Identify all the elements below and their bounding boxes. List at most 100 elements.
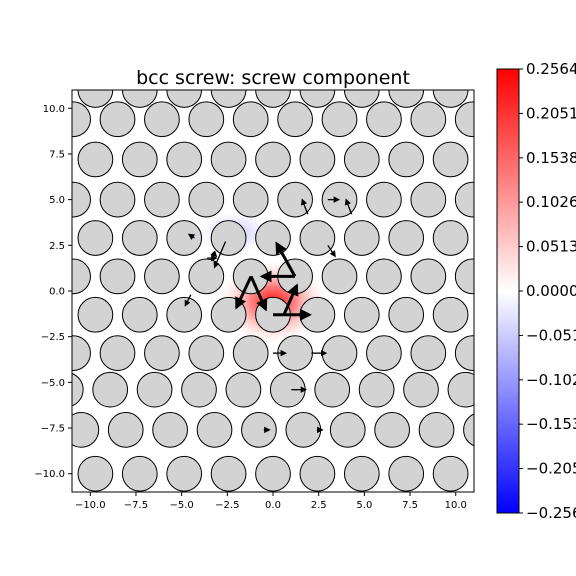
- atom-marker: [166, 455, 203, 492]
- atom-marker: [92, 371, 129, 408]
- atom-marker: [463, 413, 474, 447]
- atom-marker: [432, 141, 469, 178]
- x-tick-label: −7.5: [124, 500, 148, 511]
- atom-marker: [366, 181, 402, 218]
- atom-marker: [225, 371, 262, 408]
- atom-marker: [72, 372, 84, 407]
- chart-title: bcc screw: screw component: [136, 67, 410, 89]
- atom-marker: [77, 455, 114, 492]
- x-tick-label: −5.0: [169, 500, 193, 511]
- displacement-arrow: [187, 233, 196, 240]
- atom-marker: [188, 335, 225, 371]
- colorbar-tick-label: −0.1538: [526, 415, 576, 433]
- atom-marker: [166, 220, 203, 256]
- atom-marker: [410, 101, 447, 138]
- displacement-arrow: [213, 241, 227, 269]
- atom-marker: [410, 335, 447, 371]
- atom-marker: [99, 335, 136, 371]
- x-tick-label: 2.5: [311, 500, 327, 511]
- atom-marker: [232, 181, 269, 218]
- atom-marker: [343, 141, 380, 178]
- atom-marker: [388, 220, 425, 256]
- atom-marker: [388, 141, 425, 178]
- atom-marker: [403, 371, 439, 408]
- atom-marker: [34, 297, 69, 332]
- atom-marker: [188, 101, 225, 138]
- atom-marker: [77, 141, 114, 178]
- atom-marker: [77, 296, 114, 333]
- atom-marker: [343, 455, 380, 492]
- x-tick-label: 10.0: [445, 500, 467, 511]
- atom-marker: [210, 455, 247, 492]
- atom-marker: [166, 90, 203, 108]
- atom-marker: [99, 181, 136, 218]
- atom-marker: [72, 335, 91, 371]
- atom-marker: [99, 258, 136, 295]
- x-tick-label: 7.5: [402, 500, 418, 511]
- colorbar-tick-label: −0.0513: [526, 326, 576, 344]
- atom-marker: [432, 455, 469, 492]
- atom-marker: [77, 90, 114, 108]
- atom-marker: [99, 101, 136, 138]
- colorbar-tick-label: −0.1026: [526, 371, 576, 389]
- atom-marker: [388, 90, 425, 108]
- atom-marker: [232, 335, 269, 371]
- atom-marker: [366, 101, 402, 138]
- atom-marker: [107, 412, 144, 448]
- atom-marker: [210, 220, 247, 256]
- atom-marker: [136, 371, 173, 408]
- atom-marker: [166, 141, 203, 178]
- atom-marker: [454, 335, 474, 371]
- atom-marker: [454, 258, 474, 295]
- x-tick-label: −2.5: [215, 500, 239, 511]
- atom-marker: [447, 371, 474, 408]
- y-tick-label: 10.0: [43, 104, 65, 115]
- displacement-arrow: [282, 283, 299, 316]
- atom-marker: [343, 90, 380, 108]
- displacement-arrow: [301, 198, 309, 215]
- displacement-arrow: [184, 294, 192, 307]
- displacement-arrow: [249, 275, 268, 312]
- y-tick-label: 5.0: [49, 195, 65, 206]
- atom-marker: [329, 412, 366, 448]
- atom-marker: [72, 101, 91, 138]
- displacement-arrow: [344, 198, 353, 215]
- y-axis: −10.0 −7.5 −5.0 −2.5 0.0 2.5 5.0 7.5 10.0: [34, 104, 72, 480]
- atom-marker: [144, 258, 180, 295]
- atom-marker: [432, 220, 469, 256]
- atom-marker: [321, 335, 358, 371]
- y-tick-label: 2.5: [49, 241, 65, 252]
- atom-marker: [343, 220, 380, 256]
- x-tick-label: 0.0: [265, 500, 281, 511]
- atom-marker: [255, 220, 291, 256]
- atom-marker: [432, 90, 469, 108]
- colorbar-tick-label: 0.0513: [526, 238, 576, 256]
- displacement-arrow: [210, 250, 218, 258]
- colorbar-tick-label: 0.2564: [526, 60, 576, 78]
- atom-marker: [432, 296, 469, 333]
- atom-marker: [277, 181, 313, 218]
- atom-marker: [232, 101, 269, 138]
- atom-layer: [34, 73, 474, 492]
- atom-marker: [34, 73, 69, 108]
- atom-marker: [410, 181, 447, 218]
- colorbar-tick-label: 0.1538: [526, 149, 576, 167]
- displacement-arrow: [235, 275, 253, 310]
- y-tick-label: 7.5: [49, 149, 65, 160]
- atom-marker: [299, 141, 336, 178]
- x-axis: −10.0 −7.5 −5.0 −2.5 0.0 2.5 5.0 7.5 10.0: [75, 492, 467, 511]
- y-tick-label: −5.0: [41, 378, 65, 389]
- atom-marker: [358, 371, 395, 408]
- atom-marker: [343, 296, 380, 333]
- atom-marker: [321, 258, 358, 295]
- colorbar-tick-label: −0.2564: [526, 504, 576, 522]
- atom-marker: [255, 141, 291, 178]
- y-tick-label: −10.0: [34, 469, 65, 480]
- atom-marker: [210, 141, 247, 178]
- atom-marker: [388, 296, 425, 333]
- atom-marker: [366, 258, 402, 295]
- y-tick-label: −7.5: [41, 424, 65, 435]
- displacement-arrow: [275, 241, 297, 278]
- colorbar-tick-label: 0.1026: [526, 193, 576, 211]
- atom-marker: [277, 101, 313, 138]
